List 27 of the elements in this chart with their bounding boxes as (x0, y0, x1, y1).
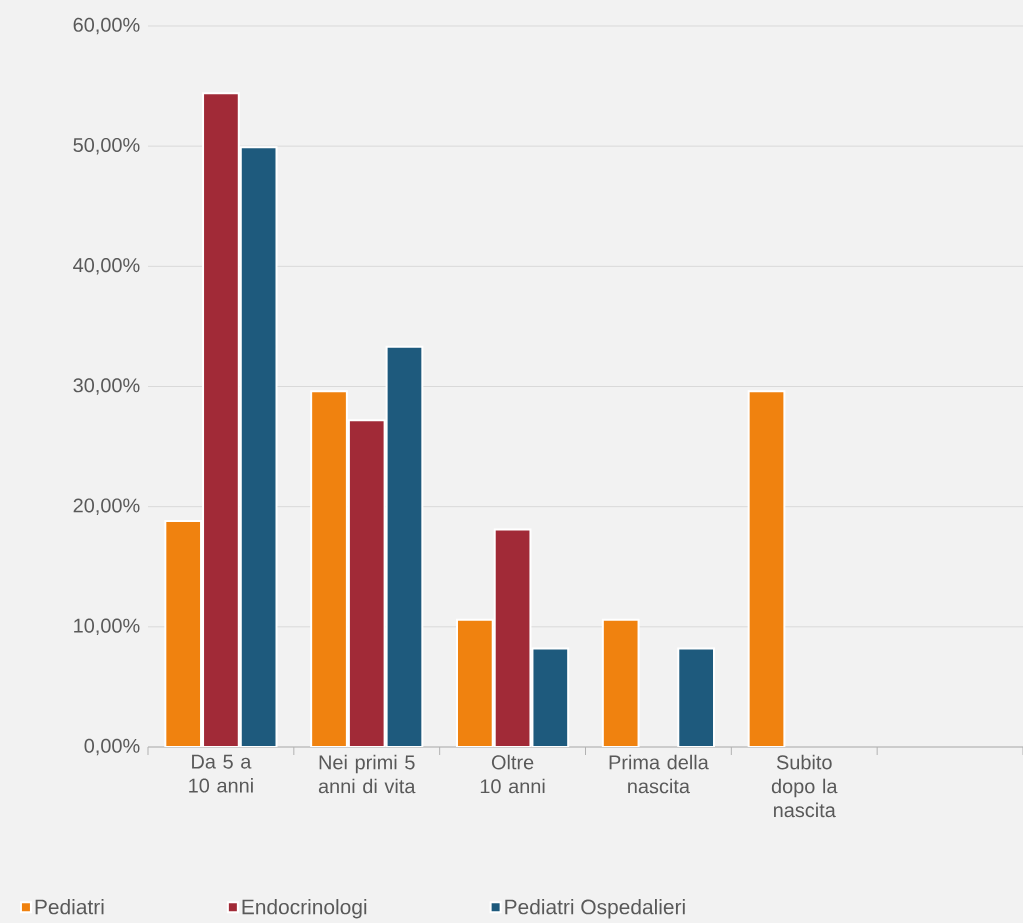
bar (310, 390, 348, 747)
bar (677, 647, 716, 747)
x-tick-label: Subito dopo la nascita (771, 754, 838, 818)
y-tick-label: 20,00% (73, 498, 140, 515)
x-tick-label: Oltre 10 anni (480, 754, 545, 794)
y-tick-label: 60,00% (73, 17, 140, 35)
y-tick-label: 30,00% (73, 378, 140, 395)
legend-label: Endocrinologi (242, 899, 367, 919)
x-tick-label: Da 5 a 10 anni (189, 754, 253, 793)
legend-label: Pediatri (35, 899, 104, 915)
legend-label: Pediatri Ospedalieri (505, 899, 685, 919)
bar (531, 647, 570, 747)
y-tick-label: 40,00% (73, 258, 140, 275)
bar (455, 618, 494, 747)
bar (164, 520, 203, 747)
bar (385, 345, 424, 747)
y-tick-label: 0,00% (84, 738, 140, 756)
bar (493, 528, 532, 747)
x-tick-label: Nei primi 5 anni di vita (318, 754, 416, 794)
bar (747, 390, 786, 747)
bar (239, 146, 278, 747)
bar (202, 92, 240, 747)
bar (347, 419, 386, 747)
y-tick-label: 50,00% (73, 137, 140, 155)
bar (601, 618, 640, 747)
y-tick-label: 10,00% (74, 618, 140, 636)
x-tick-label: Prima della nascita (609, 754, 709, 794)
